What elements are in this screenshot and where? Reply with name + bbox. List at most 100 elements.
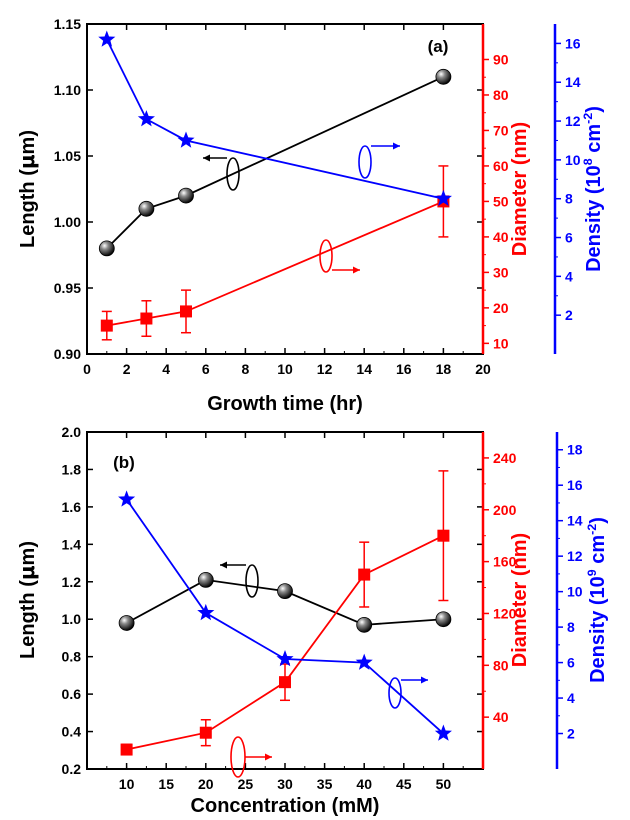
panel-label: (a) (428, 37, 449, 56)
y-axis-label-diameter: Diameter (nm) (509, 533, 531, 667)
y-tick-label-diameter: 90 (493, 51, 509, 67)
y-axis-label-density-part-3: -2 (585, 524, 599, 535)
series-diameter (120, 470, 450, 756)
y-axis-label-density-part-2: cm (587, 535, 609, 569)
y-tick-label-diameter: 10 (493, 335, 509, 351)
y-tick-label-diameter: 40 (493, 709, 509, 725)
series-density (118, 490, 452, 741)
x-tick-label: 20 (198, 776, 214, 792)
y-tick-label-diameter: 240 (493, 450, 517, 466)
data-point-star (355, 653, 373, 670)
loop-ellipse (319, 239, 333, 273)
y-axis-label-length-part-1: μ (15, 154, 39, 169)
arrow-head (265, 753, 272, 761)
data-point-star (177, 131, 195, 148)
panel-b: 10 15 20 25 30 35 40 45 50 Concentration (mM) (b) 0… (62, 424, 583, 817)
y-tick-label-density: 6 (567, 655, 575, 671)
y-tick-label-density: 2 (565, 307, 573, 323)
axis-indicator-loop (203, 154, 240, 191)
y-tick-label-length: 1.0 (62, 611, 82, 627)
y-tick-label-length: 0.95 (54, 280, 81, 296)
y-tick-label-length: 1.00 (54, 214, 81, 230)
data-point-sphere (435, 68, 452, 85)
y-tick-label-density: 4 (565, 268, 573, 284)
x-tick-label: 10 (119, 776, 135, 792)
y-tick-label-diameter: 60 (493, 158, 509, 174)
y-tick-label-length: 1.15 (54, 16, 81, 32)
x-tick-label: 4 (162, 361, 170, 377)
y-tick-label-diameter: 40 (493, 229, 509, 245)
y-tick-label-length: 0.4 (62, 724, 82, 740)
arrow-head (393, 142, 400, 150)
y-tick-label-density: 2 (567, 726, 575, 742)
data-point-sphere (197, 572, 214, 588)
y-tick-label-length: 1.6 (62, 499, 82, 515)
x-tick-label: 45 (396, 776, 412, 792)
x-axis-label: Concentration (mM) (191, 795, 380, 817)
y-tick-label-density: 12 (565, 113, 581, 129)
y-tick-label-density: 10 (567, 584, 583, 600)
x-tick-label: 10 (277, 361, 293, 377)
x-tick-label: 25 (238, 776, 254, 792)
y-tick-label-length: 1.2 (62, 574, 82, 590)
y-axis-label-length-part-1: μ (15, 565, 39, 580)
y-axis-label-density-part-4: ) (583, 106, 605, 113)
y-tick-label-length: 1.8 (62, 461, 82, 477)
x-tick-label: 40 (356, 776, 372, 792)
x-tick-label: 12 (317, 361, 333, 377)
y-axis-label-length-part-2: m) (17, 541, 39, 565)
y-tick-label-density: 8 (565, 191, 573, 207)
y-axis-label-diameter-part-0: Diameter (nm) (509, 122, 531, 256)
series-line-length (106, 75, 444, 250)
arrow-head (421, 676, 428, 684)
x-tick-label: 8 (242, 361, 250, 377)
data-point-star (98, 30, 116, 47)
x-tick-label: 2 (123, 361, 131, 377)
x-tick-label: 16 (396, 361, 412, 377)
y-tick-label-diameter: 80 (493, 657, 509, 673)
data-point-star (197, 603, 215, 621)
y-tick-label-density: 4 (567, 690, 575, 706)
data-point-sphere (277, 583, 293, 600)
y-tick-label-length: 2.0 (62, 424, 82, 440)
arrow-head (353, 266, 360, 274)
data-point-sphere (98, 240, 115, 257)
arrow-head (203, 154, 210, 162)
plot-frame (86, 431, 484, 770)
x-tick-label: 14 (356, 361, 372, 377)
data-point-sphere (118, 615, 135, 631)
y-axis-label-length-part-0: Length ( (17, 169, 39, 248)
data-point-square (180, 305, 192, 318)
y-axis-label-density-part-2: cm (583, 124, 605, 158)
loop-ellipse (388, 677, 402, 709)
y-axis-label-density-part-1: 8 (581, 158, 595, 165)
y-axis-label-length-part-2: m) (17, 130, 39, 154)
y-axis-label-density-part-0: Density (10 (583, 165, 605, 272)
y-tick-label-diameter: 80 (493, 87, 509, 103)
y-axis-label-diameter: Diameter (nm) (509, 122, 531, 256)
data-point-star (118, 490, 136, 507)
y-axis-label-density-part-3: -2 (581, 113, 595, 124)
y-tick-label-density: 14 (567, 513, 583, 529)
y-tick-label-length: 0.90 (54, 346, 81, 362)
y-axis-label-length-part-0: Length ( (17, 580, 39, 659)
y-tick-label-density: 6 (565, 230, 573, 246)
y-axis-label-length: Length (μm) (15, 541, 39, 659)
y-tick-label-diameter: 120 (493, 605, 517, 621)
series-diameter (100, 165, 450, 341)
x-tick-label: 20 (475, 361, 491, 377)
y-axis-label-diameter-part-0: Diameter (nm) (509, 533, 531, 667)
series-length (98, 68, 452, 257)
data-point-star (434, 724, 452, 741)
y-tick-label-diameter: 70 (493, 122, 509, 138)
y-axis-label-density-part-0: Density (10 (587, 576, 609, 683)
y-tick-label-density: 18 (567, 442, 583, 458)
loop-ellipse (230, 736, 246, 778)
axis-indicator-loop (358, 142, 400, 179)
data-point-square (199, 726, 212, 739)
loop-ellipse (245, 564, 259, 598)
series-length (118, 572, 452, 633)
y-tick-label-density: 12 (567, 548, 583, 564)
y-tick-label-diameter: 200 (493, 502, 517, 518)
y-tick-label-length: 1.10 (54, 82, 81, 98)
